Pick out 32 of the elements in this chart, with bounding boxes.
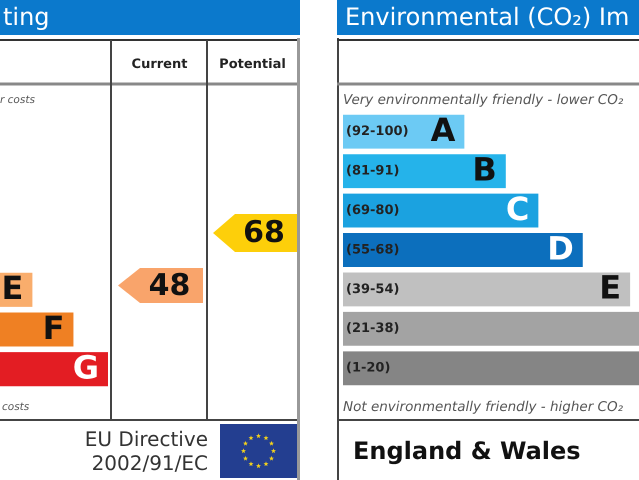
y-tick-label: (55-68) xyxy=(346,242,400,258)
annotation: C xyxy=(506,190,530,228)
text: r costs xyxy=(0,94,35,106)
y-tick-label: (1-20) xyxy=(346,360,390,376)
y-tick-label: (21-38) xyxy=(346,321,400,336)
y-tick-label: (69-80) xyxy=(346,202,400,218)
text: 68 xyxy=(243,215,285,250)
bar xyxy=(343,351,639,386)
y-tick-label: (39-54) xyxy=(346,282,400,297)
chart-title: ting xyxy=(3,3,50,31)
annotation: F xyxy=(42,308,64,347)
bar xyxy=(343,272,630,306)
text: 48 xyxy=(148,268,190,303)
annotation: E xyxy=(599,268,622,307)
annotation: B xyxy=(472,150,497,188)
text: England & Wales xyxy=(353,437,581,465)
annotation: G xyxy=(72,348,99,386)
text: Potential xyxy=(219,57,286,72)
y-tick-label: (81-91) xyxy=(346,164,400,179)
bar xyxy=(343,233,583,267)
text: Very environmentally friendly - lower CO₂ xyxy=(343,92,624,108)
annotation: D xyxy=(547,229,574,268)
annotation: E xyxy=(2,269,24,308)
y-tick-label: (92-100) xyxy=(346,124,409,140)
text: Current xyxy=(132,57,188,72)
text: costs xyxy=(2,401,30,413)
text: EU Directive 2002/91/EC xyxy=(84,427,208,475)
bar xyxy=(343,312,639,346)
text: Not environmentally friendly - higher CO₂ xyxy=(343,399,623,415)
bar xyxy=(343,194,538,228)
annotation: A xyxy=(430,111,456,150)
chart-title: Environmental (CO₂) Im xyxy=(345,3,630,31)
